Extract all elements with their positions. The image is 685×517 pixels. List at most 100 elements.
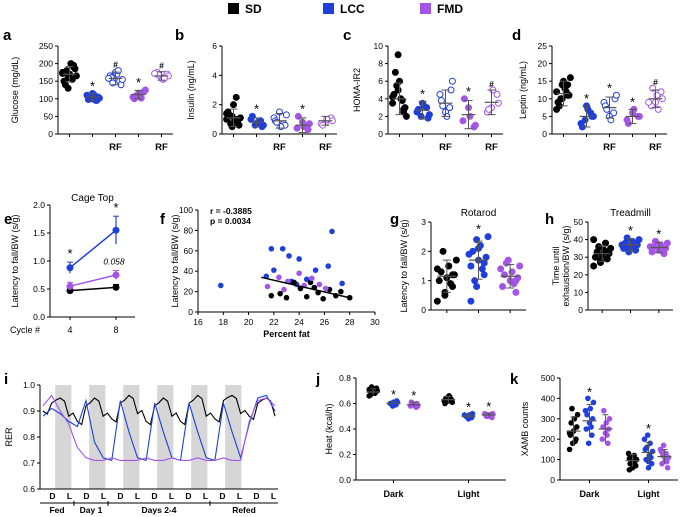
data-point (566, 430, 573, 436)
data-point (339, 280, 345, 287)
data-point (569, 405, 575, 412)
data-point (482, 253, 490, 261)
significance-marker: * (113, 200, 118, 215)
data-point (447, 280, 455, 288)
data-point (436, 90, 444, 98)
data-point (500, 271, 508, 279)
data-point (659, 460, 665, 467)
panel-letter: f (160, 211, 166, 228)
data-point (346, 294, 353, 301)
data-point (557, 95, 565, 103)
legend-item-sd: SD (228, 2, 262, 16)
x-tick-label: L (135, 491, 140, 501)
x-tick-label: 28 (345, 317, 355, 327)
y-tick-label: 0 (421, 305, 426, 315)
data-point (268, 245, 275, 252)
x-tick-label: D (117, 491, 123, 501)
data-point (494, 99, 502, 107)
data-point (118, 75, 126, 83)
data-point (66, 264, 74, 272)
significance-marker: # (113, 60, 118, 70)
y-tick-label: 10 (374, 41, 384, 51)
data-point (645, 98, 653, 106)
panel-letter: d (512, 27, 521, 44)
data-point (230, 101, 237, 109)
data-point (512, 277, 520, 285)
data-point (583, 426, 590, 432)
data-point (623, 234, 631, 242)
x-tick-label: 30 (370, 317, 380, 327)
data-point (558, 81, 566, 89)
y-tick-label: 200 (39, 59, 53, 69)
panel-letter: h (545, 211, 554, 228)
data-point (448, 77, 456, 85)
phase-label: Day 1 (80, 505, 103, 515)
data-point (585, 440, 592, 447)
panel-letter: c (343, 27, 351, 44)
data-point (590, 262, 598, 270)
y-tick-label: 0.0 (33, 312, 45, 322)
data-point (433, 265, 441, 273)
series-line-lcc (42, 394, 276, 462)
x-tick-label: 18 (219, 317, 229, 327)
data-point (504, 256, 512, 264)
legend-swatch (228, 3, 239, 14)
y-tick-label: 15 (538, 76, 548, 86)
data-point (112, 271, 120, 279)
data-point (566, 446, 573, 453)
y-tick-label: 2 (378, 111, 383, 121)
y-tick-label: 6 (212, 41, 217, 51)
data-point (232, 93, 240, 101)
y-tick-label: 0.2 (339, 450, 351, 460)
data-point (605, 440, 611, 447)
regression-line (261, 276, 350, 299)
y-tick-label: 5 (542, 111, 547, 121)
data-point (574, 411, 581, 418)
x-tick-label: L (271, 491, 276, 501)
y-axis-label: XAMB counts (520, 401, 530, 456)
data-point (465, 250, 473, 258)
y-tick-label: 100 (179, 205, 193, 215)
panel-g: g Rotarod 0 1 2 3 Latency to fall/BW (s/g) * (390, 208, 526, 315)
panel-h: h Treadmill 0 10 20 30 40 50 Time until exhaustio… (545, 208, 673, 315)
panel-a: a 0 50 100 150 200 250 Glucose (mg/dL) * # RF * # RF (3, 27, 173, 153)
data-point (305, 120, 313, 128)
y-axis-label: HOMA-IR2 (352, 68, 362, 112)
data-point (112, 226, 120, 234)
data-point (414, 105, 422, 113)
data-point (66, 282, 74, 290)
data-point (467, 262, 475, 270)
x-tick-label: RF (603, 142, 616, 153)
significance-marker: * (486, 399, 491, 414)
data-point (471, 121, 479, 129)
x-tick-label: RF (109, 142, 122, 153)
y-axis-label: Latency to fall/BW (s/g) (10, 214, 20, 307)
panel-letter: b (175, 27, 184, 44)
significance-marker: * (90, 79, 95, 94)
data-point (64, 84, 72, 92)
data-point (651, 237, 659, 245)
data-point (264, 283, 271, 290)
x-tick-label: L (169, 491, 174, 501)
y-tick-label: 2 (212, 100, 217, 110)
x-tick-label: D (49, 491, 55, 501)
data-point (653, 91, 661, 99)
panel-j: j 0.0 0.2 0.4 0.6 0.8 Heat (kcal/h) Dark Light * *… (315, 371, 506, 499)
panel-letter: j (315, 371, 320, 388)
y-tick-label: 0 (550, 475, 555, 485)
x-tick-label: RF (155, 142, 168, 153)
y-tick-label: 40 (574, 235, 584, 245)
data-point (499, 283, 507, 291)
data-point (441, 291, 449, 299)
series-line-lcc (69, 229, 117, 269)
data-point (626, 455, 633, 462)
x-tick-label: RF (319, 142, 332, 153)
y-tick-label: 40 (184, 266, 194, 276)
data-point (590, 236, 598, 244)
y-tick-label: 20 (538, 59, 548, 69)
y-tick-label: 4 (378, 94, 383, 104)
x-tick-label: L (237, 491, 242, 501)
data-point (338, 288, 344, 295)
y-axis-label: Time until (551, 247, 561, 286)
x-axis-label: Cycle # (10, 325, 40, 335)
